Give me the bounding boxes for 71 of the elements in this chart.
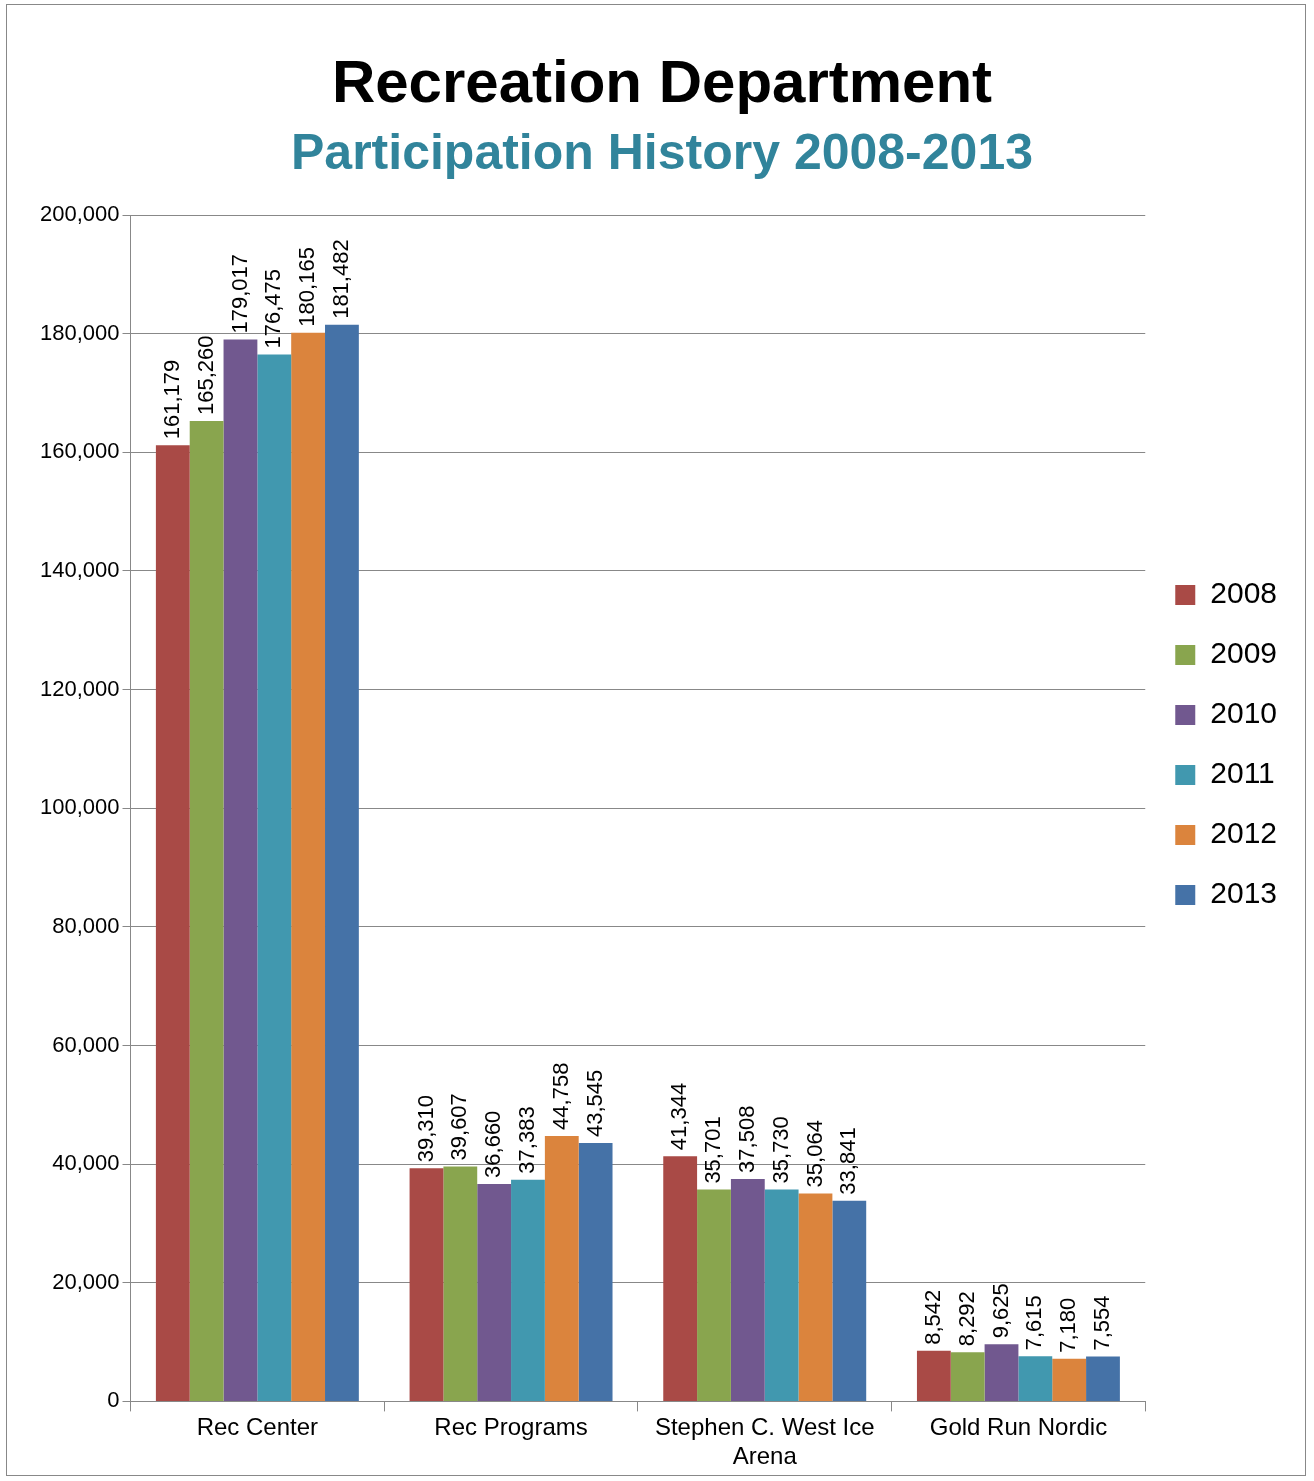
bar [443,1166,478,1401]
data-label: 33,841 [835,1127,861,1195]
data-label: 161,179 [158,359,184,440]
y-tick-label: 180,000 [39,319,120,345]
y-tick-label: 60,000 [52,1031,120,1057]
legend-label: 2011 [1210,756,1275,790]
data-label: 165,260 [192,335,218,416]
data-label: 7,180 [1055,1297,1081,1353]
y-tick-label: 200,000 [39,201,120,227]
data-label: 35,064 [801,1120,827,1188]
data-label: 179,017 [226,253,252,334]
data-label: 39,310 [412,1094,438,1163]
y-tick-label: 40,000 [52,1150,120,1176]
legend-label: 2008 [1210,576,1278,610]
legend-label: 2012 [1210,816,1278,850]
x-tick-label: Rec Programs [434,1413,588,1441]
bar [511,1179,545,1401]
data-label: 7,615 [1021,1295,1047,1351]
bar [798,1193,833,1401]
data-label: 44,758 [547,1062,573,1130]
bar [1052,1358,1087,1401]
bar [916,1350,951,1401]
data-label: 43,545 [581,1069,607,1138]
bar [291,332,326,1401]
bar [730,1178,765,1401]
y-tick-label: 100,000 [39,794,120,820]
bar [155,445,190,1401]
data-label: 35,701 [700,1116,726,1184]
bar [578,1143,613,1401]
bar [189,421,224,1401]
x-tick-label: Stephen C. West Ice Arena [654,1413,875,1470]
x-tick-label: Gold Run Nordic [929,1413,1108,1441]
data-label: 37,383 [514,1106,540,1174]
data-label: 176,475 [260,269,286,349]
data-label: 7,554 [1089,1295,1115,1351]
bar [223,339,258,1401]
x-tick-label: Rec Center [196,1413,319,1441]
bar [325,324,359,1401]
y-tick-label: 140,000 [39,556,120,582]
bar [663,1156,698,1401]
legend-label: 2009 [1210,636,1278,670]
data-label: 35,730 [767,1116,793,1184]
legend-label: 2013 [1210,876,1278,910]
data-label: 37,508 [733,1105,759,1173]
y-tick-label: 120,000 [39,675,120,701]
bar [832,1200,867,1401]
chart-title: Recreation Department [331,47,993,115]
legend-label: 2010 [1210,696,1278,730]
data-label: 8,542 [919,1289,945,1345]
bar [1086,1356,1120,1401]
y-tick-label: 160,000 [39,438,120,464]
bar [764,1189,799,1401]
bar [984,1344,1019,1401]
data-label: 36,660 [480,1110,506,1178]
data-label: 180,165 [294,247,320,327]
y-tick-label: 80,000 [52,912,120,938]
bar [950,1352,985,1401]
data-label: 181,482 [327,239,353,319]
bar [257,354,292,1401]
y-tick-label: 0 [107,1387,120,1413]
chart-subtitle: Participation History 2008-2013 [291,123,1033,180]
bar [697,1189,731,1401]
y-tick-label: 20,000 [52,1268,120,1294]
bar [544,1135,579,1401]
data-label: 8,292 [953,1291,979,1347]
bar [409,1168,444,1401]
data-label: 41,344 [666,1082,692,1151]
data-label: 9,625 [987,1283,1013,1339]
data-label: 39,607 [446,1093,472,1161]
bar [477,1183,512,1401]
bar [1018,1356,1053,1401]
